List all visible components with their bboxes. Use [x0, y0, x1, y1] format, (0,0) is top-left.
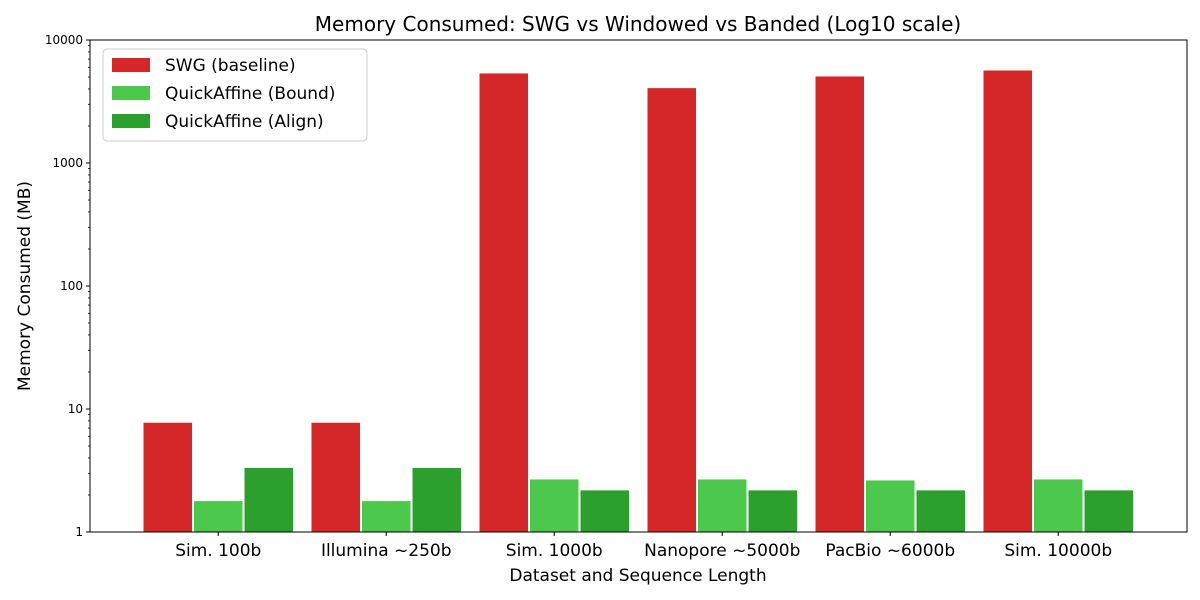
- bar-3-3: [579, 489, 630, 533]
- x-tick-label: Illumina ~250b: [321, 541, 452, 561]
- y-tick-label: 10000: [45, 33, 83, 47]
- bar-2-1: [193, 500, 244, 533]
- y-tick-label: 1000: [52, 156, 83, 170]
- bar-3-5: [915, 489, 966, 533]
- legend-label: QuickAffine (Align): [165, 112, 324, 132]
- bar-3-2: [411, 466, 462, 533]
- bar-1-1: [142, 421, 193, 533]
- y-tick-label: 1: [75, 525, 83, 539]
- bar-1-4: [646, 87, 697, 533]
- bar-2-4: [697, 478, 748, 533]
- chart-title: Memory Consumed: SWG vs Windowed vs Band…: [315, 12, 961, 36]
- legend-label: QuickAffine (Bound): [165, 84, 335, 104]
- x-tick-label: Nanopore ~5000b: [644, 541, 800, 561]
- bar-2-3: [529, 478, 580, 533]
- bar-3-4: [747, 489, 798, 533]
- bar-1-6: [982, 69, 1033, 533]
- legend-swatch: [112, 58, 150, 72]
- x-tick-label: Sim. 100b: [175, 541, 261, 561]
- legend-box: [102, 48, 368, 142]
- y-tick-label: 10: [68, 402, 83, 416]
- bar-2-5: [865, 479, 916, 533]
- y-axis-label: Memory Consumed (MB): [15, 181, 35, 391]
- bar-3-6: [1083, 489, 1134, 533]
- x-tick-label: Sim. 1000b: [506, 541, 603, 561]
- legend: SWG (baseline) QuickAffine (Bound) QuickAf…: [102, 48, 368, 142]
- y-axis: 1 10 100 1000 10000: [45, 33, 90, 539]
- bar-2-6: [1033, 478, 1084, 533]
- bar-1-5: [814, 75, 865, 533]
- x-tick-label: Sim. 10000b: [1004, 541, 1112, 561]
- legend-label: SWG (baseline): [165, 56, 296, 76]
- x-tick-label: PacBio ~6000b: [825, 541, 955, 561]
- legend-swatch: [112, 114, 150, 128]
- bar-3-1: [243, 466, 294, 533]
- bar-group: [142, 69, 1134, 533]
- bar-1-3: [478, 72, 529, 533]
- bar-1-2: [310, 421, 361, 533]
- x-axis-label: Dataset and Sequence Length: [509, 566, 766, 586]
- legend-swatch: [112, 86, 150, 100]
- x-axis: Sim. 100b Illumina ~250b Sim. 1000b Nanopor…: [175, 532, 1112, 561]
- bar-2-2: [361, 500, 412, 533]
- y-tick-label: 100: [60, 279, 83, 293]
